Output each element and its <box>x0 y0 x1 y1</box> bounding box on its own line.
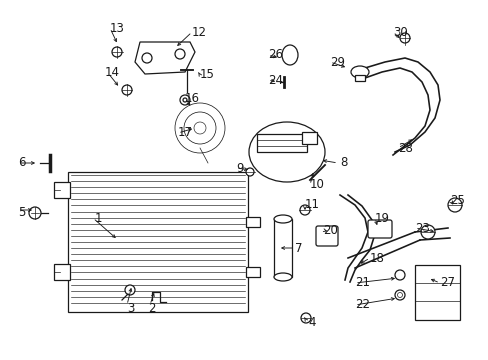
Text: 18: 18 <box>369 252 384 265</box>
Text: 26: 26 <box>267 49 283 62</box>
Text: 27: 27 <box>439 276 454 289</box>
Circle shape <box>420 225 434 239</box>
Text: 25: 25 <box>449 194 464 207</box>
Text: 2: 2 <box>148 302 155 315</box>
Text: 6: 6 <box>18 157 25 170</box>
Circle shape <box>194 122 205 134</box>
Circle shape <box>183 112 216 144</box>
Text: 3: 3 <box>127 302 134 315</box>
Ellipse shape <box>282 45 297 65</box>
Bar <box>273 219 291 277</box>
Circle shape <box>399 33 409 43</box>
Text: 28: 28 <box>397 141 412 154</box>
Circle shape <box>175 49 184 59</box>
Bar <box>354 75 364 81</box>
Ellipse shape <box>273 273 291 281</box>
Circle shape <box>301 313 310 323</box>
Text: 1: 1 <box>95 211 102 225</box>
Text: 21: 21 <box>354 276 369 289</box>
Text: 12: 12 <box>192 26 206 39</box>
Text: 17: 17 <box>178 126 193 139</box>
Text: 8: 8 <box>339 157 346 170</box>
FancyBboxPatch shape <box>367 220 391 238</box>
Bar <box>54 264 70 280</box>
Circle shape <box>112 47 122 57</box>
Polygon shape <box>135 42 195 74</box>
Text: 20: 20 <box>323 224 337 237</box>
Text: 14: 14 <box>105 67 120 80</box>
Text: 10: 10 <box>309 179 324 192</box>
Bar <box>245 267 260 277</box>
Text: 11: 11 <box>305 198 319 211</box>
Circle shape <box>447 198 461 212</box>
Circle shape <box>142 53 152 63</box>
Circle shape <box>394 270 404 280</box>
Text: 16: 16 <box>184 91 200 104</box>
Circle shape <box>394 290 404 300</box>
Circle shape <box>183 98 186 102</box>
Circle shape <box>180 95 190 105</box>
Text: 15: 15 <box>200 68 214 81</box>
Circle shape <box>125 285 135 295</box>
Text: 29: 29 <box>329 55 345 68</box>
Text: 7: 7 <box>294 242 302 255</box>
Circle shape <box>122 85 132 95</box>
Text: 4: 4 <box>307 315 315 328</box>
Text: 22: 22 <box>354 298 369 311</box>
Circle shape <box>29 207 41 219</box>
Text: 9: 9 <box>236 162 243 175</box>
Ellipse shape <box>350 66 368 78</box>
Bar <box>68 172 247 312</box>
Text: 5: 5 <box>18 207 25 220</box>
Bar <box>245 217 260 227</box>
Text: 13: 13 <box>110 22 124 35</box>
FancyBboxPatch shape <box>315 226 337 246</box>
Ellipse shape <box>273 215 291 223</box>
Text: 23: 23 <box>414 221 429 234</box>
Bar <box>54 182 70 198</box>
Circle shape <box>175 103 224 153</box>
Circle shape <box>245 168 253 176</box>
Text: 30: 30 <box>392 26 407 39</box>
Circle shape <box>299 205 309 215</box>
Ellipse shape <box>248 122 325 182</box>
Text: 19: 19 <box>374 211 389 225</box>
Circle shape <box>397 292 402 297</box>
Bar <box>414 265 459 320</box>
Text: 24: 24 <box>267 73 283 86</box>
Bar <box>302 132 316 144</box>
Bar <box>257 134 306 152</box>
